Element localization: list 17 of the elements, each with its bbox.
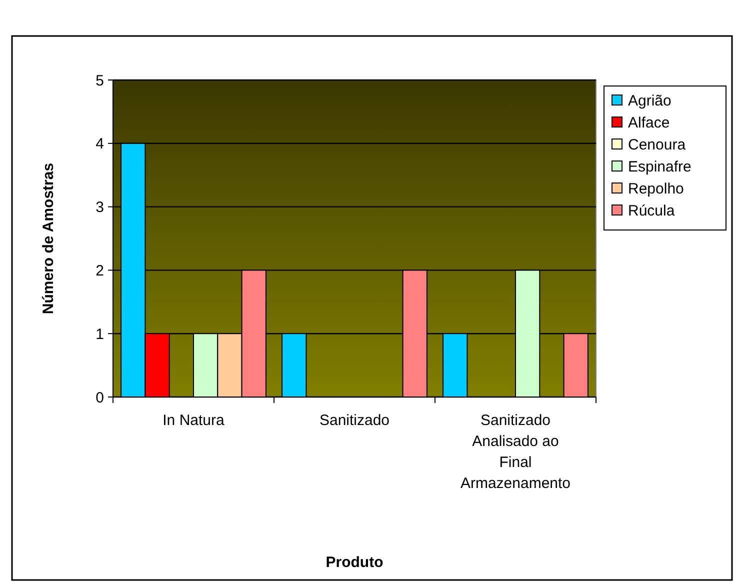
y-tick-label: 3 bbox=[96, 199, 104, 216]
y-tick-label: 4 bbox=[96, 136, 104, 153]
y-tick-label: 0 bbox=[96, 389, 104, 406]
legend-label: Cenoura bbox=[628, 136, 686, 154]
x-tick-label: In Natura bbox=[162, 412, 226, 429]
legend-label: Rúcula bbox=[628, 202, 676, 220]
y-tick-label: 5 bbox=[96, 72, 104, 90]
x-tick-label: Sanitizado bbox=[319, 412, 390, 429]
x-tick-label: Sanitizado Analisado ao Final Armazenamento bbox=[460, 412, 571, 492]
legend-label: Espinafre bbox=[628, 158, 692, 176]
legend-label: Alface bbox=[628, 114, 670, 132]
y-tick-label: 1 bbox=[96, 326, 104, 343]
y-tick-label: 2 bbox=[96, 262, 104, 280]
y-axis-title: Número de Amostras bbox=[40, 162, 57, 314]
legend-label: Repolho bbox=[628, 180, 684, 198]
legend-label: Agrião bbox=[628, 92, 672, 110]
x-axis-title: Produto bbox=[326, 554, 384, 571]
